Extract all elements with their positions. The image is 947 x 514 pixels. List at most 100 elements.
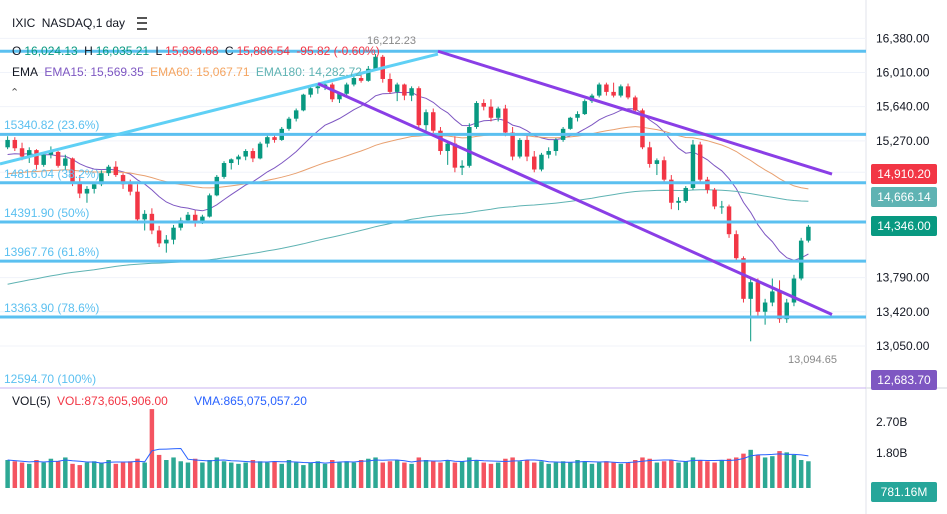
candle-body bbox=[532, 156, 537, 170]
volume-bar bbox=[106, 460, 111, 488]
ema180-line bbox=[7, 189, 809, 285]
candle-body bbox=[77, 182, 82, 194]
volume-bar bbox=[48, 458, 54, 488]
volume-bar bbox=[474, 460, 479, 488]
candle-body bbox=[690, 144, 696, 188]
volume-bar bbox=[308, 462, 313, 488]
ema-lines bbox=[7, 91, 809, 285]
collapse-chevron-icon[interactable]: ⌃ bbox=[10, 87, 20, 99]
volume-bar bbox=[380, 462, 385, 488]
price-tag: 14,346.00 bbox=[871, 216, 937, 237]
volume-bar bbox=[358, 460, 364, 488]
candle-body bbox=[308, 88, 313, 95]
volume-bar bbox=[575, 460, 580, 488]
volume-label: VOL(5) bbox=[12, 394, 51, 408]
volume-bar bbox=[315, 461, 321, 488]
volume-bar bbox=[236, 463, 241, 488]
candle-body bbox=[113, 166, 119, 176]
candle-body bbox=[596, 84, 602, 96]
candles bbox=[5, 54, 811, 342]
candle-body bbox=[387, 78, 393, 92]
volume-bar bbox=[777, 451, 782, 488]
volume-bar bbox=[669, 460, 674, 488]
symbol-code: IXIC bbox=[12, 16, 36, 30]
vol-tick-270: 2.70B bbox=[876, 415, 908, 429]
change-value: -95.82 (-0.60%) bbox=[296, 44, 380, 58]
symbol-header: IXIC NASDAQ,1 day bbox=[12, 16, 150, 31]
volume-bar bbox=[409, 463, 414, 488]
vma-line bbox=[7, 447, 809, 464]
candle-body bbox=[128, 184, 133, 192]
candle-body bbox=[315, 86, 321, 89]
volume-bar bbox=[647, 458, 652, 488]
low-value: 15,836.68 bbox=[165, 44, 219, 58]
price-tick-label: 15,640.00 bbox=[876, 100, 930, 114]
price-tag: 14,666.14 bbox=[871, 186, 937, 207]
volume-bar bbox=[128, 461, 133, 488]
candle-body bbox=[488, 106, 494, 118]
volume-bar bbox=[467, 457, 472, 488]
candle-body bbox=[99, 173, 104, 185]
volume-bar bbox=[221, 461, 227, 488]
candle-body bbox=[358, 78, 364, 81]
volume-bar bbox=[726, 458, 732, 488]
volume-bar bbox=[770, 456, 775, 488]
candle-body bbox=[207, 195, 212, 217]
volume-bar bbox=[539, 461, 544, 488]
volume-bar bbox=[452, 462, 458, 488]
candle-body bbox=[474, 102, 479, 127]
candle-body bbox=[770, 291, 775, 303]
candle-body bbox=[676, 200, 681, 203]
candle-body bbox=[106, 166, 111, 174]
candle-body bbox=[517, 139, 523, 157]
fib-label: 13363.90 (78.6%) bbox=[4, 300, 100, 315]
candle-body bbox=[63, 158, 68, 166]
volume-bar bbox=[41, 462, 46, 488]
volume-bar bbox=[113, 463, 119, 488]
candle-body bbox=[784, 302, 789, 320]
candle-body bbox=[394, 84, 400, 92]
price-tick-label: 13,420.00 bbox=[876, 305, 930, 319]
volume-bar bbox=[604, 461, 609, 488]
volume-bar bbox=[654, 462, 660, 488]
candle-body bbox=[416, 88, 422, 126]
volume-bar bbox=[495, 462, 501, 488]
vma-value: VMA:865,075,057.20 bbox=[194, 394, 307, 408]
volume-bar bbox=[755, 454, 761, 488]
volume-bar bbox=[445, 460, 450, 488]
candle-body bbox=[445, 143, 450, 152]
volume-bar bbox=[77, 465, 82, 488]
candle-body bbox=[661, 160, 667, 180]
candle-body bbox=[409, 88, 414, 96]
candle-body bbox=[34, 150, 39, 165]
volume-bar bbox=[705, 461, 710, 488]
volume-bars bbox=[5, 409, 811, 488]
volume-bar bbox=[633, 460, 638, 488]
ema60-value: EMA60: 15,067.71 bbox=[150, 65, 250, 79]
candle-body bbox=[582, 101, 587, 115]
volume-bar bbox=[510, 457, 515, 488]
price-tag: 12,683.70 bbox=[871, 369, 937, 390]
volume-bar bbox=[178, 461, 183, 488]
candle-body bbox=[41, 154, 46, 165]
channel-lower-line bbox=[317, 82, 833, 316]
volume-bar bbox=[503, 458, 508, 488]
candle-body bbox=[604, 84, 609, 92]
candle-body bbox=[777, 291, 782, 320]
volume-bar bbox=[344, 461, 349, 488]
fib-label: 14816.04 (38.2%) bbox=[4, 166, 100, 181]
candle-body bbox=[618, 86, 624, 96]
candle-body bbox=[120, 175, 126, 185]
volume-bar bbox=[265, 462, 270, 488]
price-tick-label: 13,790.00 bbox=[876, 271, 930, 285]
volume-bar bbox=[625, 462, 631, 488]
trend-channels[interactable] bbox=[0, 49, 833, 316]
volume-bar bbox=[402, 462, 407, 488]
candle-body bbox=[250, 151, 256, 159]
candle-body bbox=[726, 206, 732, 235]
candle-body bbox=[402, 84, 407, 96]
volume-bar bbox=[697, 460, 703, 488]
candle-body bbox=[705, 179, 710, 190]
menu-icon[interactable] bbox=[137, 17, 148, 31]
